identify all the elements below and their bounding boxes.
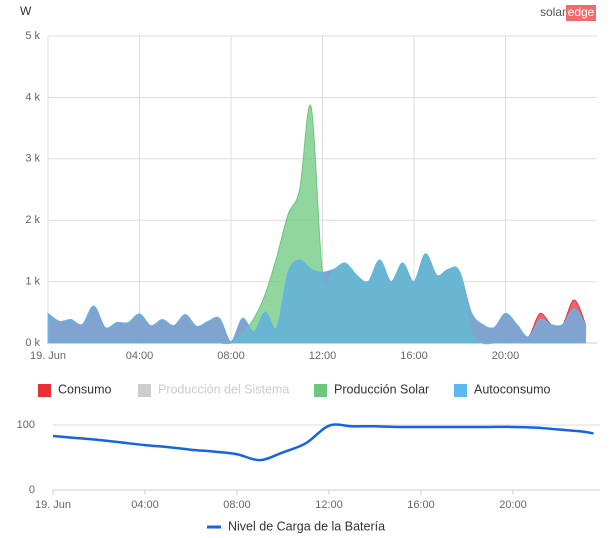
- legend-label: Autoconsumo: [474, 382, 550, 396]
- x-tick-label: 04:00: [126, 350, 154, 362]
- x-tick-label: 20:00: [492, 350, 520, 362]
- y-axis-label: W: [20, 4, 32, 18]
- y-tick-label: 5 k: [25, 30, 40, 42]
- legend-swatch: [454, 384, 467, 397]
- y-tick-label: 0: [29, 484, 35, 496]
- logo-box: [566, 5, 596, 21]
- x-tick-label: 08:00: [217, 350, 245, 362]
- legend-label: Nivel de Carga de la Batería: [228, 519, 385, 533]
- y-tick-label: 100: [17, 419, 35, 431]
- legend-swatch: [138, 384, 151, 397]
- y-tick-label: 4 k: [25, 91, 40, 103]
- legend-swatch: [314, 384, 327, 397]
- x-tick-label: 04:00: [131, 499, 159, 511]
- x-tick-label: 16:00: [400, 350, 428, 362]
- legend-label: Consumo: [58, 382, 112, 396]
- legend-swatch: [38, 384, 51, 397]
- line: [52, 423, 594, 462]
- x-tick-label: 16:00: [407, 499, 435, 511]
- logo-solar: solar: [540, 5, 566, 19]
- x-tick-label: 12:00: [315, 499, 343, 511]
- x-tick-label: 08:00: [223, 499, 251, 511]
- y-tick-label: 1 k: [25, 276, 40, 288]
- x-tick-label: 19. Jun: [30, 350, 66, 362]
- logo-edge: edge: [568, 5, 595, 19]
- y-tick-label: 3 k: [25, 153, 40, 165]
- legend-label: Producción del Sistema: [158, 382, 289, 396]
- x-tick-label: 12:00: [309, 350, 337, 362]
- legend-label: Producción Solar: [334, 382, 429, 396]
- x-tick-label: 20:00: [499, 499, 527, 511]
- y-tick-label: 0 k: [25, 337, 40, 349]
- x-tick-label: 19. Jun: [35, 499, 71, 511]
- y-tick-label: 2 k: [25, 214, 40, 226]
- area: [47, 253, 587, 344]
